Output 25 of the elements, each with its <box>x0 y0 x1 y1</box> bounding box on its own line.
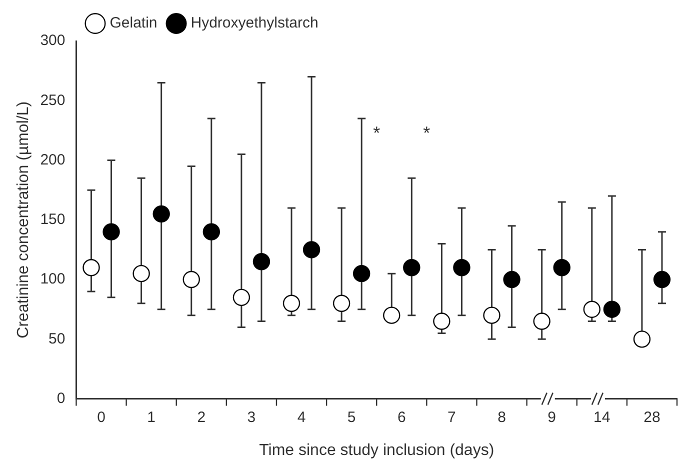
x-tick-label: 7 <box>448 408 456 426</box>
x-tick-label: 14 <box>594 408 610 426</box>
y-tick-label: 250 <box>40 92 66 109</box>
legend-label: Hydroxyethylstarch <box>190 14 318 32</box>
y-tick-label: 50 <box>48 330 66 348</box>
x-tick-label: 28 <box>644 408 660 426</box>
x-tick-label: 2 <box>197 408 206 426</box>
x-tick-label: 9 <box>548 408 556 426</box>
x-tick-label: 1 <box>147 408 156 426</box>
x-tick-label: 3 <box>247 408 256 426</box>
y-tick-label: 0 <box>56 390 66 407</box>
x-tick-label: 6 <box>397 408 406 426</box>
y-tick-label: 100 <box>40 270 66 288</box>
y-tick-label: 300 <box>40 32 66 50</box>
x-tick-label: 4 <box>297 408 306 426</box>
y-axis-title: Creatinine concentration (µmol/L) <box>15 101 32 338</box>
y-tick-label: 150 <box>40 211 66 228</box>
x-tick-label: 8 <box>498 408 506 426</box>
annotation: * <box>423 122 430 143</box>
annotation: * <box>373 122 380 143</box>
legend-label: Gelatin <box>110 14 158 32</box>
x-axis-title: Time since study inclusion (days) <box>259 442 494 459</box>
x-tick-label: 0 <box>97 408 106 426</box>
x-tick-label: 5 <box>347 408 356 426</box>
y-tick-label: 200 <box>40 151 66 168</box>
